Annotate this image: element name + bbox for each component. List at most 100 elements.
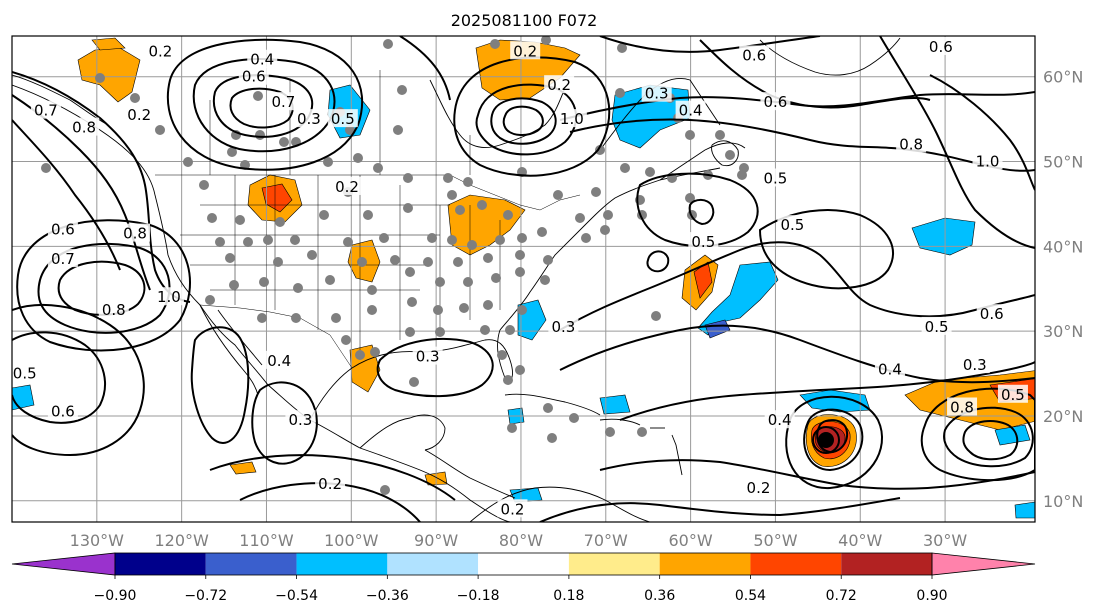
longitude-axis: 130°W 120°W 110°W 100°W 90°W 80°W 70°W 60°W 50°W… [70, 531, 968, 550]
coast-newfoundland [711, 140, 739, 167]
contour-label: 0.8 [899, 136, 923, 154]
contour-0.2-south [599, 459, 1035, 490]
contour-east-low [943, 406, 1034, 468]
contour-label: 0.8 [950, 398, 974, 416]
contour-label: 0.5 [925, 318, 949, 336]
lat-tick-label: 30°N [1043, 322, 1083, 341]
contour-hurricane-3 [785, 395, 884, 490]
contour-mexico-loop-2 [251, 381, 318, 465]
colorbar-tick-label: −0.18 [457, 588, 500, 604]
colorbar-outline [114, 552, 933, 576]
contour-hudson-low [475, 83, 578, 156]
contour-label-bg [153, 287, 184, 306]
contour-label-bg [976, 304, 1007, 323]
contour-label-bg [874, 359, 905, 378]
contour-label: 0.4 [768, 411, 792, 429]
contour-label-bg [739, 45, 770, 64]
colorbar-segment [387, 553, 479, 575]
colorbar-segment [296, 553, 388, 575]
contour-label: 0.2 [149, 42, 173, 60]
contour-label: 0.5 [764, 169, 788, 187]
contour-label-bg [510, 41, 541, 60]
contour-label-bg [285, 410, 316, 429]
contour-label: 0.4 [250, 51, 274, 69]
contour-label: 0.2 [501, 500, 525, 518]
coast-yucatan [359, 414, 446, 451]
contour-label-bg [959, 355, 990, 374]
contour-label: 0.7 [272, 93, 296, 111]
contour-label-bg [760, 92, 791, 111]
figure-title: 2025081100 F072 [451, 11, 598, 30]
colorbar-extend-high [931, 552, 1036, 576]
lat-tick-label: 10°N [1043, 492, 1083, 511]
contour-label: 0.6 [980, 305, 1004, 323]
contour-label: 0.6 [242, 68, 266, 86]
contour-label-bg [293, 109, 324, 128]
colorbar-segment [750, 553, 842, 575]
contour-label: 0.6 [764, 93, 788, 111]
contour-labels: 0.2 0.40.60.70.3 0.50.70.80.20.80.60.70.81… [12, 37, 1028, 518]
contour-label: 0.4 [878, 360, 902, 378]
contour-label-bg [997, 384, 1028, 403]
shade-baja-orange [229, 461, 257, 475]
contour-label: 0.8 [123, 225, 147, 243]
lon-tick-label: 100°W [324, 531, 379, 550]
contour-label-bg [777, 215, 808, 234]
contour-label-bg [30, 100, 61, 119]
contour-label: 0.3 [551, 318, 575, 336]
contour-label-bg [332, 176, 363, 195]
lon-tick-label: 70°W [584, 531, 628, 550]
colorbar-tick-label: 0.72 [826, 588, 857, 604]
contour-east-low-2 [920, 387, 1035, 482]
shade-sw-blue [1014, 501, 1035, 519]
lon-tick-label: 110°W [239, 531, 294, 550]
contour-label-bg [47, 401, 78, 420]
colorbar-segment [205, 553, 297, 575]
contour-nw-coast-2 [12, 94, 151, 291]
colorbar-extend-low [11, 552, 116, 576]
coast-nova-scotia [659, 142, 746, 181]
lon-tick-label: 50°W [753, 531, 797, 550]
contour-ne-arc [929, 74, 1035, 191]
lat-tick-label: 60°N [1043, 68, 1083, 87]
colorbar-tick-label: 0.90 [916, 588, 947, 604]
contour-ne-loop-inner [688, 198, 715, 226]
lon-tick-label: 120°W [154, 531, 209, 550]
contour-label-bg [119, 223, 150, 242]
contour-label-bg [548, 316, 579, 335]
contour-label: 1.0 [560, 110, 584, 128]
colorbar-tick-label: −0.54 [275, 588, 318, 604]
contour-mid-atl-blob [646, 250, 670, 273]
contour-label: 0.5 [331, 110, 355, 128]
contour-ne-0.6 [699, 39, 931, 109]
contour-label: 0.2 [747, 479, 771, 497]
contour-label: 0.2 [127, 106, 151, 124]
lat-tick-label: 50°N [1043, 153, 1083, 172]
contour-label-bg [497, 499, 528, 518]
contour-label-bg [896, 134, 927, 153]
contour-label-bg [412, 346, 443, 365]
contour-east-mid-2 [559, 324, 1035, 384]
contour-hurricane-2 [803, 408, 864, 472]
contour-label: 1.0 [157, 288, 181, 306]
contour-label-bg [947, 397, 978, 416]
contour-hudson-low-3 [502, 105, 544, 136]
coast-cuba [504, 393, 601, 416]
lat-tick-label: 20°N [1043, 407, 1083, 426]
contour-pac-south-2 [12, 304, 145, 457]
contour-label: 0.7 [51, 250, 75, 268]
contour-label: 0.2 [318, 475, 342, 493]
contour-label-bg [145, 41, 176, 60]
contour-label: 0.4 [679, 102, 703, 120]
colorbar-tick-label: −0.72 [184, 588, 227, 604]
contour-label: 0.3 [288, 411, 312, 429]
contour-nw-coast-3 [12, 119, 121, 271]
contour-label-bg [675, 100, 706, 119]
contour-label-bg [544, 75, 575, 94]
contour-label: 0.5 [1001, 386, 1025, 404]
contour-label: 0.5 [780, 216, 804, 234]
contour-nw-coast-1 [12, 71, 191, 303]
map-frame [11, 35, 1036, 523]
map-background [12, 36, 1035, 522]
lat-tick-label: 40°N [1043, 237, 1083, 256]
